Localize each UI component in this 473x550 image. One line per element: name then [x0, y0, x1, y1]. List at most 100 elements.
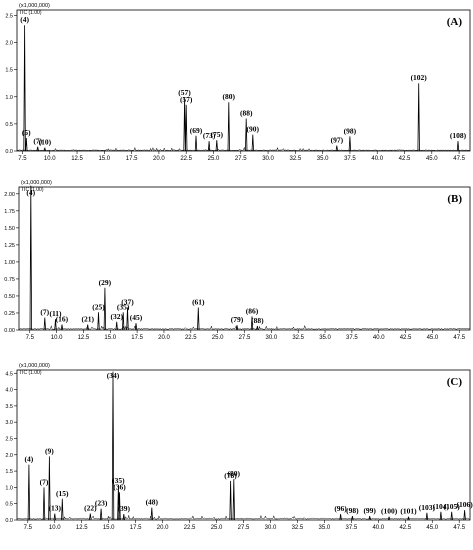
peak-label: (7)	[40, 308, 49, 317]
chart-panel-c: (x1,000,000)TIC (1.00) (C) 7.5 10.0 12.5 15.0…	[5, 363, 473, 531]
y-tick-label: 2.0	[5, 453, 13, 459]
x-tick-label: 7.5	[26, 335, 35, 341]
x-tick-label: 27.5	[238, 525, 250, 531]
x-tick-label: 10.0	[49, 525, 61, 531]
peak-mark	[235, 325, 239, 331]
x-tick-label: 20.0	[158, 335, 170, 341]
y-tick-label: 0.5	[5, 502, 13, 508]
peak-label: (57)	[180, 95, 193, 104]
peak-label: (23)	[95, 499, 108, 508]
peak-label: (101)	[400, 507, 417, 516]
panel-label: (A)	[447, 16, 463, 28]
peak-mark	[115, 321, 118, 331]
x-tick-label: 47.5	[453, 525, 465, 531]
peak-label: (61)	[192, 298, 205, 307]
x-tick-label: 35.0	[317, 156, 329, 162]
x-tick-label: 22.5	[185, 335, 197, 341]
peak-label: (75)	[211, 130, 224, 139]
scale-text: (x1,000,000)	[19, 363, 50, 369]
chart-panel-b: (x1,000,000)TIC (1.00) (B) 7.5 10.0 12.5 15.0…	[4, 180, 471, 341]
peak-label: (98)	[346, 506, 359, 515]
y-tick-label: 0.5	[5, 122, 13, 128]
x-tick-label: 25.0	[211, 525, 223, 531]
peak-mark	[232, 479, 235, 521]
peak-label: (48)	[146, 498, 159, 507]
peak-label: (79)	[231, 315, 244, 324]
peak-mark	[256, 325, 259, 331]
peak-label: (69)	[190, 126, 203, 135]
peak-label: (25)	[92, 302, 105, 311]
peak-mark	[89, 513, 92, 521]
peak-mark	[122, 312, 125, 331]
peak-label: (98)	[344, 126, 357, 135]
y-tick-label: 0.25	[4, 311, 15, 317]
peak-mark	[229, 480, 232, 521]
y-tick-label: 0.75	[4, 277, 15, 283]
peak-label: (108)	[450, 131, 467, 140]
peak-label: (37)	[121, 298, 134, 307]
x-tick-label: 22.5	[180, 156, 192, 162]
x-tick-label: 30.0	[262, 156, 274, 162]
peak-label: (57)	[178, 88, 191, 97]
y-tick-label: 3.5	[5, 404, 13, 410]
x-tick-label: 10.0	[44, 156, 56, 162]
peak-label: (29)	[99, 278, 112, 287]
peak-mark	[54, 319, 57, 331]
peak-mark	[150, 507, 153, 521]
peak-label: (32)	[110, 312, 123, 321]
x-tick-label: 7.5	[18, 156, 27, 162]
peak-mark	[348, 136, 352, 152]
x-tick-label: 42.5	[399, 525, 411, 531]
peak-mark	[86, 324, 89, 331]
peak-label: (39)	[118, 504, 131, 513]
peak-label: (86)	[246, 306, 259, 315]
peak-label: (100)	[381, 507, 398, 516]
peak-label: (104)	[433, 502, 450, 511]
tic-text: TIC (1.00)	[21, 187, 44, 193]
x-tick-label: 32.5	[292, 335, 304, 341]
x-tick-label: 45.0	[426, 156, 438, 162]
peak-label: (36)	[113, 482, 126, 491]
peak-label: (102)	[411, 73, 428, 82]
chart-panel-a: (x1,000,000)TIC (1.00) (A) 7.5 10.0 12.5 15.0…	[5, 3, 471, 162]
peak-mark	[251, 134, 254, 152]
tic-text: TIC (1.00)	[19, 10, 42, 16]
peak-mark	[53, 513, 56, 521]
peak-mark	[197, 307, 200, 331]
peak-label: (103)	[419, 503, 436, 512]
peak-mark	[463, 510, 466, 521]
peak-label: (22)	[84, 503, 97, 512]
baseline-trace	[16, 514, 471, 520]
peak-mark	[27, 464, 31, 521]
x-tick-label: 47.5	[453, 156, 465, 162]
x-tick-label: 42.5	[400, 335, 412, 341]
baseline-trace	[18, 324, 471, 331]
y-tick-label: 4.5	[5, 371, 13, 377]
peak-label: (7)	[40, 477, 49, 486]
x-tick-label: 27.5	[235, 156, 247, 162]
peak-label: (21)	[81, 315, 94, 324]
x-tick-label: 30.0	[266, 335, 278, 341]
plot-frame	[16, 9, 471, 152]
x-tick-label: 20.0	[157, 525, 169, 531]
peak-mark	[126, 307, 129, 331]
y-tick-label: 0.0	[5, 518, 13, 524]
scale-text: (x1,000,000)	[19, 3, 50, 9]
peak-mark	[61, 498, 64, 521]
y-tick-label: 1.5	[5, 68, 13, 74]
x-tick-label: 45.0	[426, 525, 438, 531]
peak-label: (7)	[33, 137, 42, 146]
y-tick-label: 0.0	[5, 149, 13, 155]
x-tick-label: 40.0	[371, 156, 383, 162]
x-tick-label: 15.0	[103, 525, 115, 531]
x-tick-label: 37.5	[346, 525, 358, 531]
y-tick-label: 1.0	[5, 95, 13, 101]
tic-text: TIC (1.00)	[19, 370, 42, 376]
y-tick-label: 1.00	[4, 260, 15, 266]
y-tick-label: 2.0	[5, 41, 13, 47]
x-tick-label: 32.5	[290, 156, 302, 162]
panel-label: (C)	[447, 376, 463, 388]
x-tick-label: 35.0	[319, 525, 331, 531]
peak-mark	[425, 512, 429, 521]
